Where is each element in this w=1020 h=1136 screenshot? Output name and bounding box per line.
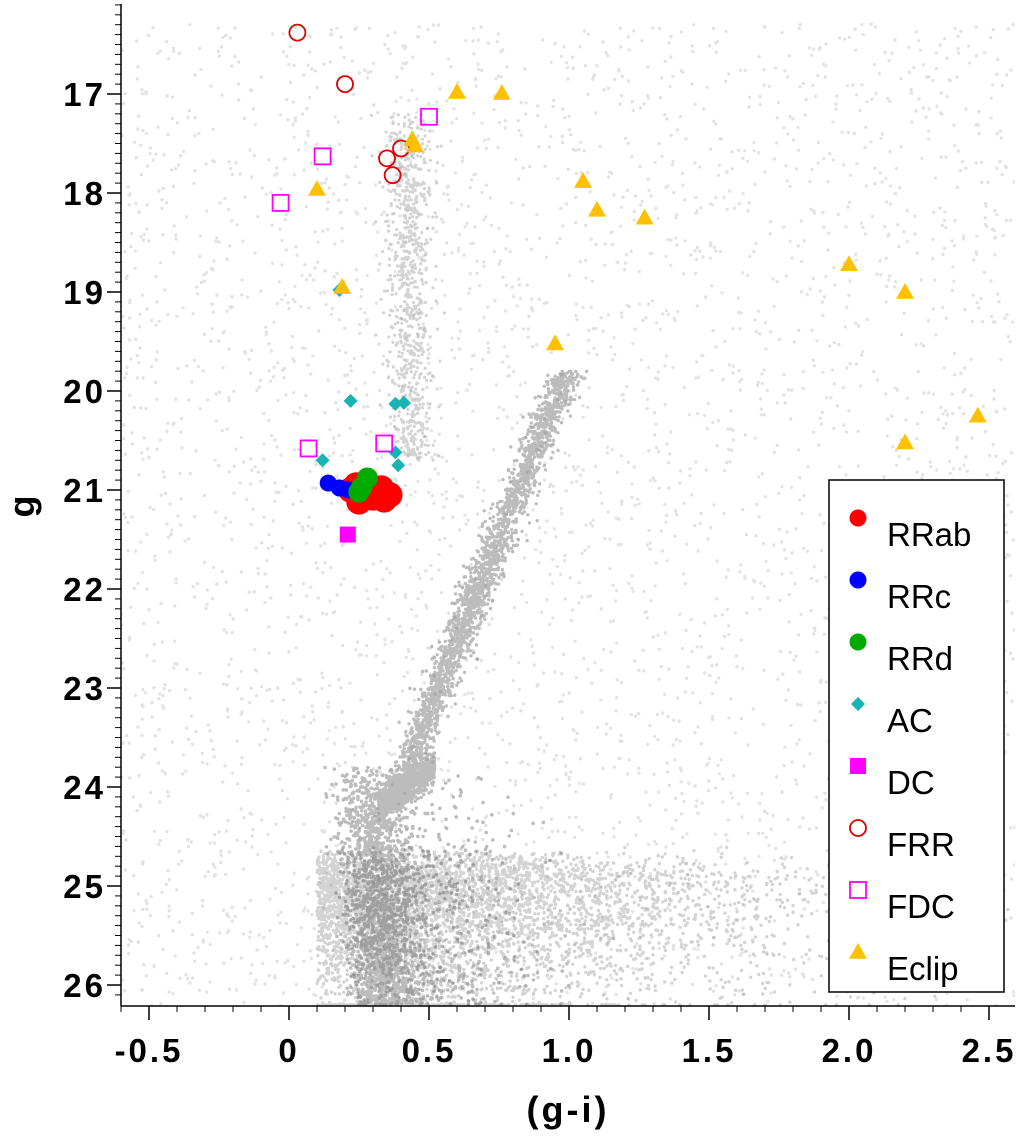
x-tick-label: 2.0 (822, 1032, 877, 1069)
legend-label: AC (887, 702, 933, 739)
legend-label: FDC (887, 888, 955, 925)
x-tick-label: 1.5 (682, 1032, 737, 1069)
y-tick-label: 26 (63, 967, 106, 1004)
x-tick-label: 2.5 (962, 1032, 1017, 1069)
y-tick-label: 23 (63, 670, 106, 707)
legend-label: Eclip (887, 950, 959, 987)
x-tick-label: 0.5 (402, 1032, 457, 1069)
series-dc (340, 527, 356, 543)
data-point-dc (340, 527, 356, 543)
y-tick-label: 24 (63, 769, 106, 806)
x-tick-label: 0 (278, 1032, 299, 1069)
legend-label: RRd (887, 640, 953, 677)
y-tick-label: 19 (63, 274, 106, 311)
y-tick-label: 21 (63, 472, 106, 509)
x-tick-label: 1.0 (542, 1032, 597, 1069)
legend: RRab RRc RRd AC DC FRR FDC Eclip (829, 480, 1004, 992)
y-tick-label: 18 (63, 175, 106, 212)
y-tick-label: 22 (63, 571, 106, 608)
y-tick-label: 25 (63, 868, 106, 905)
x-axis-label: (g-i) (527, 1089, 610, 1130)
legend-marker-dc (850, 758, 866, 774)
legend-label: RRab (887, 516, 971, 553)
x-tick-label: -0.5 (115, 1032, 184, 1069)
y-tick-label: 17 (63, 76, 106, 113)
legend-label: RRc (887, 578, 951, 615)
legend-marker-rrab (850, 510, 867, 527)
y-axis-ticks: 17 18 19 20 21 22 23 24 25 26 (63, 5, 121, 1004)
x-axis-ticks: -0.5 0 0.5 1.0 1.5 2.0 2.5 (115, 1006, 1017, 1069)
legend-marker-rrc (850, 572, 867, 589)
data-point-rrd (351, 476, 372, 497)
y-tick-label: 20 (63, 373, 106, 410)
legend-marker-rrd (850, 634, 867, 651)
y-axis-label: g (1, 493, 42, 518)
legend-label: FRR (887, 826, 955, 863)
legend-label: DC (887, 764, 935, 801)
